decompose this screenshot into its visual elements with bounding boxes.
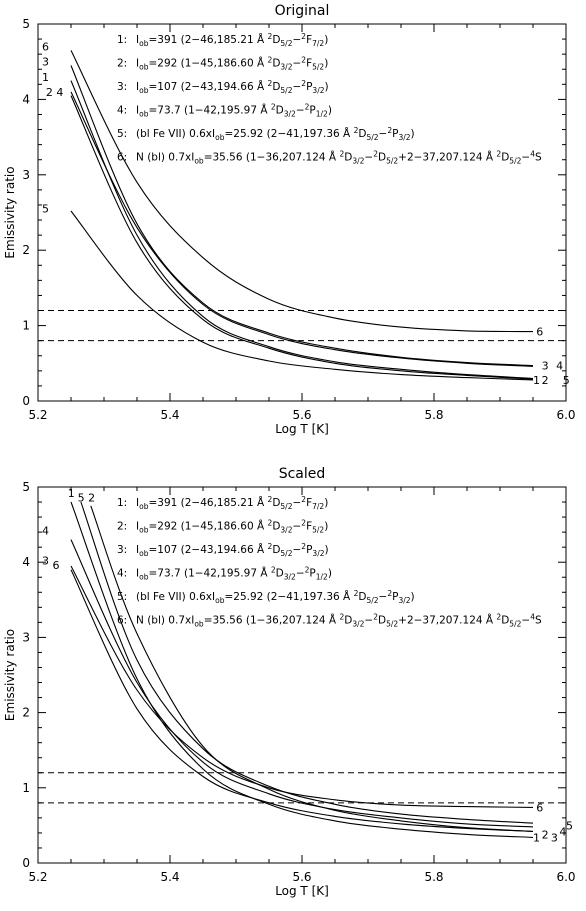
panel1-curve-label: 2 [542, 374, 549, 387]
panel1-legend-number: 4: [117, 105, 127, 117]
panel2-legend-entry: N (bl) 0.7xIob=35.56 (1−36,207.124 Å 2D3… [136, 613, 542, 629]
panel1-legend-entry: (bl Fe VII) 0.6xIob=25.92 (2−41,197.36 Å… [136, 126, 415, 142]
panel1-y-axis-label: Emissivity ratio [3, 166, 17, 258]
panel2-legend-number: 5: [117, 591, 127, 603]
panel1-x-tick-label: 5.6 [292, 408, 311, 422]
panel1-curve-label: 5 [42, 203, 49, 216]
panel2-y-tick-label: 1 [22, 781, 30, 795]
panel1-x-tick-label: 5.4 [160, 408, 179, 422]
panel2-curve-label: 3 [42, 555, 49, 568]
panel1-x-tick-label: 5.2 [28, 408, 47, 422]
panel2-curve-label: 6 [53, 559, 60, 572]
panel2-series-line-6 [70, 565, 534, 808]
panel1-curve-label: 6 [42, 41, 49, 54]
panel1-curve-label: 3 [542, 360, 549, 373]
panel2-y-tick-label: 2 [22, 706, 30, 720]
panel2-curve-label: 4 [559, 825, 566, 838]
panel2-y-axis-label: Emissivity ratio [3, 629, 17, 721]
panel2-legend-number: 3: [117, 544, 127, 556]
panel2-y-tick-label: 4 [22, 555, 30, 569]
panel2-x-axis-label: Log T [K] [275, 884, 329, 898]
panel1-curve-label: 4 [556, 360, 563, 373]
panel2-legend-number: 1: [117, 497, 127, 509]
panel1-series-line-6 [70, 50, 534, 333]
panel1-series-line-5 [70, 210, 534, 381]
panel2-series-line-2 [90, 505, 534, 832]
panel2-y-tick-label: 3 [22, 630, 30, 644]
panel1-y-tick-label: 5 [22, 17, 30, 31]
panel1-y-tick-label: 0 [22, 394, 30, 408]
panel1-x-axis-label: Log T [K] [275, 422, 329, 436]
panel1-series-line-4 [70, 91, 534, 367]
panel2-legend-entry: Iob=73.7 (1−42,195.97 Å 2D3/2−2P1/2) [136, 566, 332, 582]
panel2-curve-label: 5 [78, 492, 85, 505]
panel1-legend-entry: Iob=107 (2−43,194.66 Å 2D5/2−2P3/2) [136, 79, 329, 95]
panel1-legend-number: 5: [117, 128, 127, 140]
panel1-x-tick-label: 5.8 [424, 408, 443, 422]
panel2-x-tick-label: 5.8 [424, 870, 443, 884]
panel1-y-tick-label: 2 [22, 243, 30, 257]
panel2-legend-entry: Iob=292 (1−45,186.60 Å 2D3/2−2F5/2) [136, 519, 328, 535]
panel1-y-tick-label: 4 [22, 92, 30, 106]
panel1-chart-title: Original [275, 3, 330, 19]
panel1-curve-label: 1 [42, 71, 49, 84]
panel1-curve-label: 1 [533, 374, 540, 387]
panel2-x-tick-label: 5.2 [28, 870, 47, 884]
panel1-y-tick-label: 3 [22, 168, 30, 182]
panel2-curve-label: 4 [42, 525, 49, 538]
panel2-curve-label: 1 [533, 831, 540, 844]
panel1-y-tick-label: 1 [22, 319, 30, 333]
panel1-legend-entry: N (bl) 0.7xIob=35.56 (1−36,207.124 Å 2D3… [136, 150, 542, 166]
panel1-legend-number: 2: [117, 58, 127, 70]
panel2-curve-label: 2 [88, 492, 95, 505]
panel2-series-line-4 [70, 539, 534, 828]
panel2-curve-label: 5 [566, 819, 573, 832]
panel2-y-tick-label: 0 [22, 856, 30, 870]
panel1-curve-label: 6 [536, 326, 543, 339]
panel2-x-tick-label: 5.6 [292, 870, 311, 884]
panel1-series-line-2 [70, 95, 534, 380]
panel1-x-tick-label: 6.0 [556, 408, 575, 422]
panel2-chart-title: Scaled [279, 466, 326, 482]
panel1-legend-entry: Iob=391 (2−46,185.21 Å 2D5/2−2F7/2) [136, 32, 328, 48]
panel1-legend-entry: Iob=292 (1−45,186.60 Å 2D3/2−2F5/2) [136, 56, 328, 72]
panel2-legend-number: 4: [117, 568, 127, 580]
panel2-x-tick-label: 6.0 [556, 870, 575, 884]
panel1-legend-number: 6: [117, 152, 127, 164]
panel2-x-tick-label: 5.4 [160, 870, 179, 884]
panel2-legend-entry: (bl Fe VII) 0.6xIob=25.92 (2−41,197.36 Å… [136, 589, 415, 605]
panel1-series-line-1 [70, 80, 534, 379]
panel2-legend-number: 2: [117, 521, 127, 533]
panel2-curve-label: 6 [536, 801, 543, 814]
panel1-curve-label: 5 [563, 374, 570, 387]
panel1-legend-number: 3: [117, 81, 127, 93]
panel1-curve-label: 3 [42, 56, 49, 69]
panel2-curve-label: 1 [68, 487, 75, 500]
panel2-legend-number: 6: [117, 615, 127, 627]
panel2-y-tick-label: 5 [22, 480, 30, 494]
panel2-legend-entry: Iob=107 (2−43,194.66 Å 2D5/2−2P3/2) [136, 542, 329, 558]
panel2-series-line-1 [70, 501, 534, 838]
panel1-curve-label: 2 4 [46, 86, 64, 99]
panel2-legend-entry: Iob=391 (2−46,185.21 Å 2D5/2−2F7/2) [136, 495, 328, 511]
panel2-series-line-3 [70, 569, 534, 832]
panel1-legend-entry: Iob=73.7 (1−42,195.97 Å 2D3/2−2P1/2) [136, 103, 332, 119]
panel1-legend-number: 1: [117, 34, 127, 46]
panel2-curve-label: 3 [551, 831, 558, 844]
panel1-series-line-3 [70, 65, 534, 367]
panel2-curve-label: 2 [542, 828, 549, 841]
